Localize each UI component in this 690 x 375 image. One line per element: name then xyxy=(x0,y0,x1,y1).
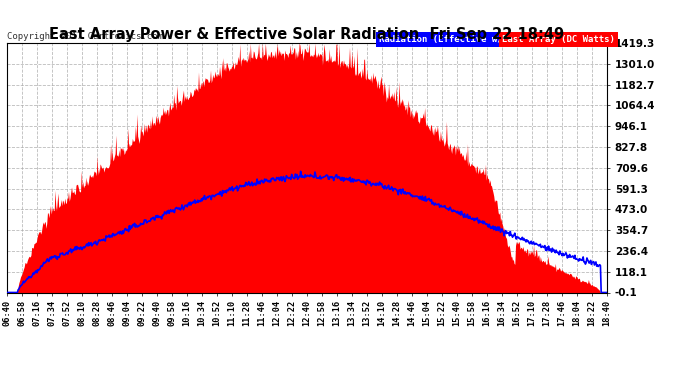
Text: Copyright 2017 Cartronics.com: Copyright 2017 Cartronics.com xyxy=(7,32,163,40)
Text: Radiation (Effective w/m2): Radiation (Effective w/m2) xyxy=(379,35,519,44)
Text: East Array (DC Watts): East Array (DC Watts) xyxy=(502,35,615,44)
Title: East Array Power & Effective Solar Radiation  Fri Sep 22 18:49: East Array Power & Effective Solar Radia… xyxy=(50,27,564,42)
